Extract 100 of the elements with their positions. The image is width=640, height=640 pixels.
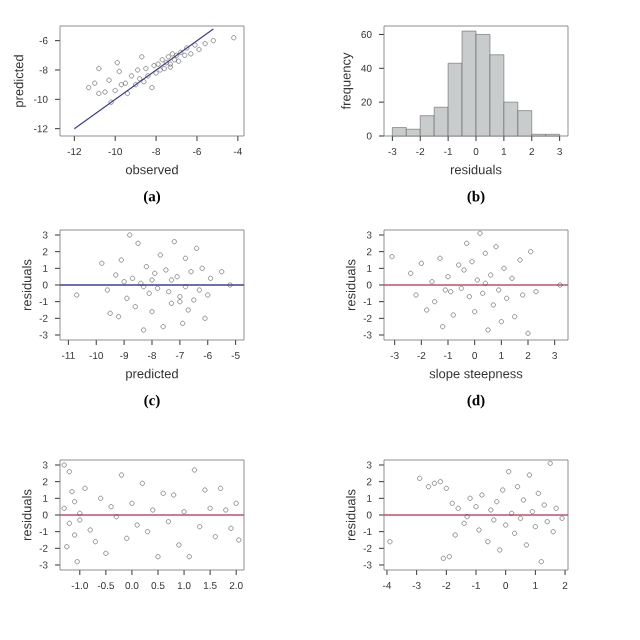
point [219, 269, 225, 275]
point [191, 297, 197, 303]
point [182, 52, 188, 58]
point [523, 542, 529, 548]
point [165, 519, 171, 525]
point [455, 505, 461, 511]
point [69, 489, 75, 495]
point [184, 45, 190, 51]
point [210, 38, 216, 44]
point [98, 495, 104, 501]
point [501, 265, 507, 271]
point [161, 66, 167, 72]
point [544, 519, 550, 525]
point [518, 515, 524, 521]
point [188, 51, 194, 57]
point [155, 285, 161, 291]
point [192, 42, 198, 48]
point [177, 299, 183, 305]
point [509, 275, 515, 281]
point [202, 41, 208, 47]
point [176, 58, 182, 64]
point [139, 54, 145, 60]
point [466, 294, 472, 300]
point [426, 484, 432, 490]
point [389, 254, 395, 260]
point [188, 269, 194, 275]
point [171, 239, 177, 245]
point [61, 462, 67, 468]
point [107, 310, 113, 316]
point [437, 479, 443, 485]
point [477, 230, 483, 236]
point [520, 292, 526, 298]
point [450, 312, 456, 318]
point [167, 64, 173, 70]
point [231, 35, 237, 41]
point [461, 267, 467, 273]
point [408, 270, 414, 276]
point [472, 309, 478, 315]
point [482, 250, 488, 256]
point [228, 525, 234, 531]
point [445, 274, 451, 280]
point [479, 492, 485, 498]
point [199, 265, 205, 271]
point [141, 79, 147, 85]
point [66, 520, 72, 526]
point [491, 517, 497, 523]
point [102, 89, 108, 95]
point [153, 70, 159, 76]
point [429, 279, 435, 285]
point [517, 257, 523, 263]
point [494, 499, 500, 505]
point [464, 240, 470, 246]
point [504, 295, 510, 301]
point [424, 307, 430, 313]
point [458, 285, 464, 291]
point [143, 66, 149, 72]
point [553, 505, 559, 511]
point [218, 485, 224, 491]
point [476, 527, 482, 533]
point [87, 527, 93, 533]
point [114, 60, 120, 66]
point [233, 500, 239, 506]
point [181, 509, 187, 515]
point [138, 280, 144, 286]
point [141, 327, 147, 333]
point [488, 272, 494, 278]
point [118, 257, 124, 263]
point [112, 88, 118, 94]
point [129, 275, 135, 281]
point [149, 85, 155, 91]
point [503, 522, 509, 528]
point [208, 275, 214, 281]
point [121, 279, 127, 285]
point [116, 314, 122, 320]
point [480, 290, 486, 296]
point [64, 544, 70, 550]
point [236, 537, 242, 543]
point [223, 507, 229, 513]
point [82, 485, 88, 491]
point [92, 80, 98, 86]
point [212, 534, 218, 540]
point [174, 274, 180, 280]
point [512, 530, 518, 536]
point [529, 509, 535, 515]
point [467, 495, 473, 501]
point [186, 554, 192, 560]
point [124, 535, 130, 541]
point [141, 284, 147, 290]
point [533, 289, 539, 295]
point [163, 267, 169, 273]
point [194, 245, 200, 251]
point [165, 54, 171, 60]
point [509, 510, 515, 516]
point [440, 555, 446, 561]
point [431, 480, 437, 486]
point [202, 487, 208, 493]
point [559, 515, 565, 521]
point [106, 77, 112, 83]
point [485, 539, 491, 545]
point [145, 73, 151, 79]
